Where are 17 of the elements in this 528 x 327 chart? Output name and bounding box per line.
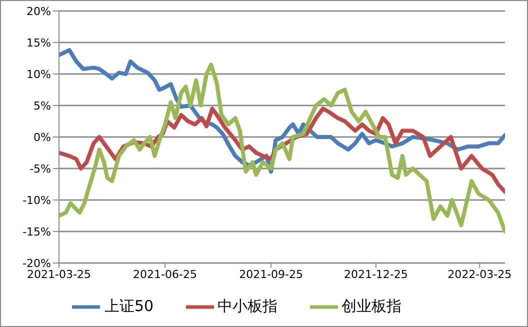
x-tick-label: 2022-03-25 (448, 268, 512, 281)
legend-label: 上证50 (104, 297, 154, 316)
y-tick-label: -5% (30, 162, 51, 176)
y-tick-label: -20% (22, 256, 51, 270)
y-tick-label: 20% (26, 4, 51, 18)
y-tick-label: 5% (34, 99, 51, 112)
x-tick-label: 2021-12-25 (344, 268, 408, 281)
y-tick-label: -15% (22, 225, 51, 238)
y-tick-label: 15% (26, 36, 51, 50)
legend-label: 创业板指 (342, 297, 402, 316)
x-tick-label: 2021-06-25 (133, 268, 197, 281)
x-tick-label: 2021-03-25 (27, 268, 91, 281)
y-tick-label: -10% (22, 194, 51, 207)
x-tick-label: 2021-09-25 (239, 268, 304, 281)
y-tick-label: 0% (34, 130, 51, 144)
y-tick-label: 10% (26, 68, 51, 81)
legend-label: 中小板指 (218, 297, 278, 316)
